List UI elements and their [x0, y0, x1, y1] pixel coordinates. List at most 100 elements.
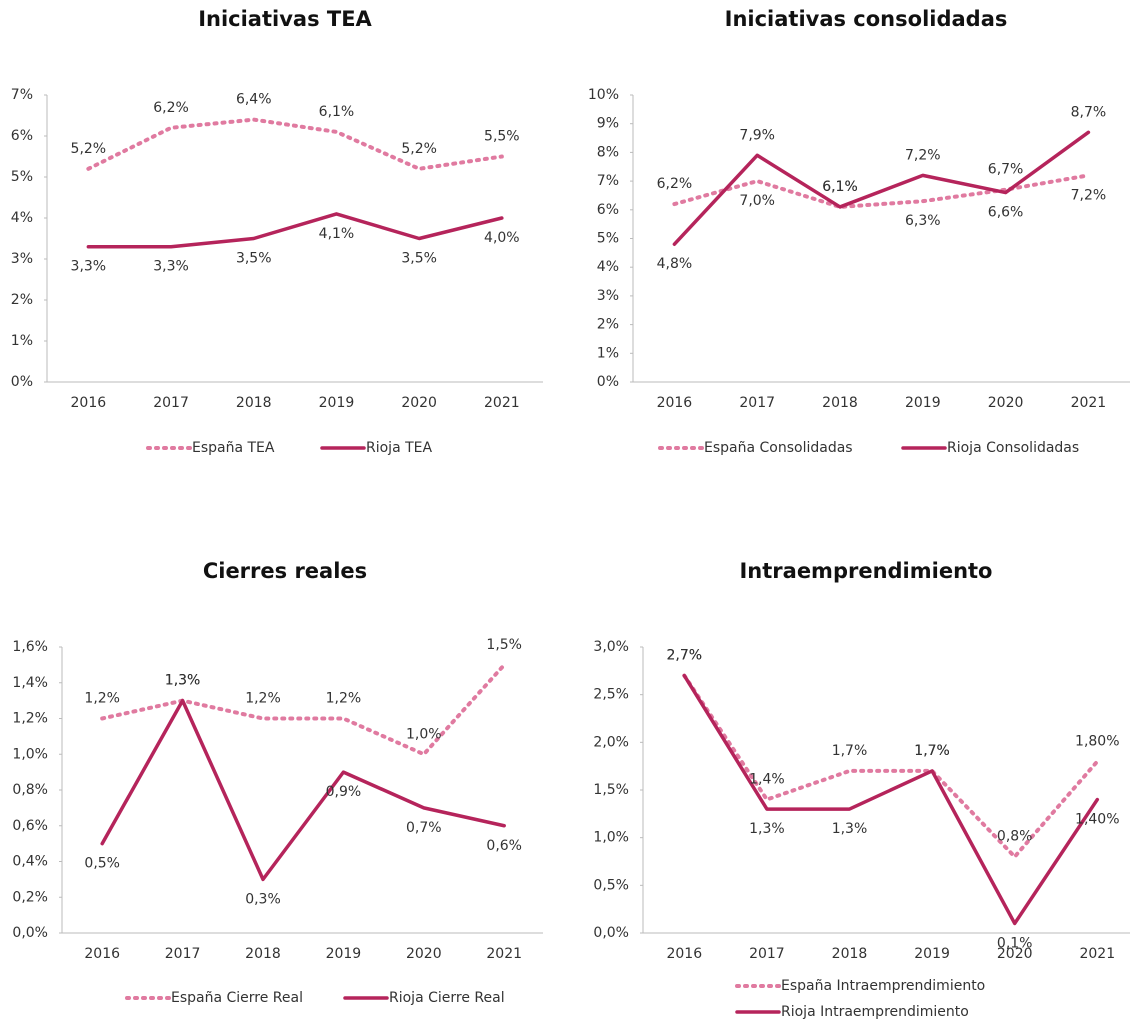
data-label: 0,6% [486, 838, 522, 854]
y-tick-label: 8% [597, 144, 619, 160]
data-label: 0,7% [406, 820, 442, 836]
x-tick-label: 2020 [401, 395, 437, 411]
y-tick-label: 1,4% [12, 675, 48, 691]
data-label: 1,4% [749, 772, 785, 788]
x-tick-label: 2017 [165, 946, 201, 962]
x-tick-label: 2019 [905, 395, 941, 411]
legend-label: Rioja Cierre Real [389, 990, 505, 1006]
line-series [672, 173, 1091, 209]
y-tick-label: 5% [597, 231, 619, 247]
y-tick-label: 0,0% [12, 925, 48, 941]
data-label: 1,40% [1075, 812, 1119, 828]
y-tick-label: 4% [11, 210, 33, 226]
y-tick-label: 7% [597, 173, 619, 189]
x-tick-label: 2019 [319, 395, 355, 411]
data-label: 5,2% [401, 141, 437, 157]
y-tick-label: 1,2% [12, 711, 48, 727]
data-label: 1,2% [326, 691, 362, 707]
x-tick-label: 2017 [749, 946, 785, 962]
data-label: 0,1% [997, 935, 1033, 951]
line-series [672, 130, 1091, 246]
x-tick-label: 2018 [822, 395, 858, 411]
data-label: 7,2% [905, 147, 941, 163]
y-tick-label: 7% [11, 87, 33, 103]
line-series [86, 212, 504, 249]
legend-label: Rioja Intraemprendimiento [781, 1004, 969, 1020]
data-label: 1,7% [914, 743, 950, 759]
data-label: 0,5% [84, 856, 120, 872]
data-label: 7,2% [1071, 187, 1107, 203]
y-tick-label: 3% [11, 251, 33, 267]
y-tick-label: 1% [597, 345, 619, 361]
y-tick-label: 6% [597, 202, 619, 218]
line-series [682, 673, 1100, 926]
x-tick-label: 2021 [486, 946, 522, 962]
data-label: 6,2% [657, 176, 693, 192]
y-tick-label: 0% [597, 374, 619, 390]
data-label: 1,3% [165, 673, 201, 689]
y-tick-label: 0,6% [12, 818, 48, 834]
data-label: 1,7% [914, 743, 950, 759]
y-tick-label: 1% [11, 333, 33, 349]
line-series [682, 673, 1100, 859]
y-tick-label: 2,5% [593, 687, 629, 703]
chart-title: Cierres reales [203, 559, 367, 583]
y-tick-label: 2% [597, 317, 619, 333]
x-tick-label: 2016 [71, 395, 107, 411]
chart-title: Intraemprendimiento [739, 559, 992, 583]
data-label: 7,9% [739, 127, 775, 143]
data-label: 1,7% [832, 743, 868, 759]
y-tick-label: 0,8% [12, 782, 48, 798]
y-tick-label: 0,0% [593, 925, 629, 941]
y-tick-label: 0,4% [12, 854, 48, 870]
data-label: 1,0% [406, 726, 442, 742]
data-label: 4,8% [657, 256, 693, 272]
y-tick-label: 3% [597, 288, 619, 304]
y-tick-label: 5% [11, 169, 33, 185]
data-label: 8,7% [1071, 104, 1107, 120]
data-label: 3,3% [71, 259, 107, 275]
chart-title: Iniciativas consolidadas [725, 7, 1008, 31]
data-label: 6,6% [988, 205, 1024, 221]
chart-title: Iniciativas TEA [198, 7, 372, 31]
line-series [86, 117, 504, 171]
x-tick-label: 2021 [1079, 946, 1115, 962]
data-label: 1,3% [832, 821, 868, 837]
data-label: 4,0% [484, 230, 520, 246]
data-label: 1,2% [245, 691, 281, 707]
data-label: 6,4% [236, 92, 272, 108]
x-tick-label: 2020 [988, 395, 1024, 411]
data-label: 2,7% [667, 648, 703, 664]
x-tick-label: 2018 [245, 946, 281, 962]
data-label: 0,8% [997, 829, 1033, 845]
x-tick-label: 2018 [832, 946, 868, 962]
x-tick-label: 2019 [914, 946, 950, 962]
y-tick-label: 6% [11, 128, 33, 144]
y-tick-label: 10% [588, 87, 619, 103]
data-label: 6,1% [822, 179, 858, 195]
y-tick-label: 1,6% [12, 639, 48, 655]
data-label: 6,3% [905, 213, 941, 229]
y-tick-label: 4% [597, 259, 619, 275]
legend-label: España TEA [192, 440, 275, 456]
data-label: 6,1% [822, 179, 858, 195]
y-tick-label: 1,0% [12, 746, 48, 762]
line-series [100, 698, 506, 882]
x-tick-label: 2017 [153, 395, 189, 411]
y-tick-label: 3,0% [593, 639, 629, 655]
data-label: 1,80% [1075, 733, 1119, 749]
data-label: 0,9% [326, 784, 362, 800]
x-tick-label: 2016 [84, 946, 120, 962]
data-label: 6,7% [988, 162, 1024, 178]
data-label: 7,0% [739, 193, 775, 209]
x-tick-label: 2021 [1071, 395, 1107, 411]
data-label: 2,7% [667, 648, 703, 664]
data-label: 5,5% [484, 129, 520, 145]
line-series [100, 662, 507, 757]
data-label: 4,1% [319, 226, 355, 242]
legend-label: España Cierre Real [171, 990, 303, 1006]
y-tick-label: 0,2% [12, 889, 48, 905]
y-tick-label: 9% [597, 116, 619, 132]
x-tick-label: 2020 [406, 946, 442, 962]
